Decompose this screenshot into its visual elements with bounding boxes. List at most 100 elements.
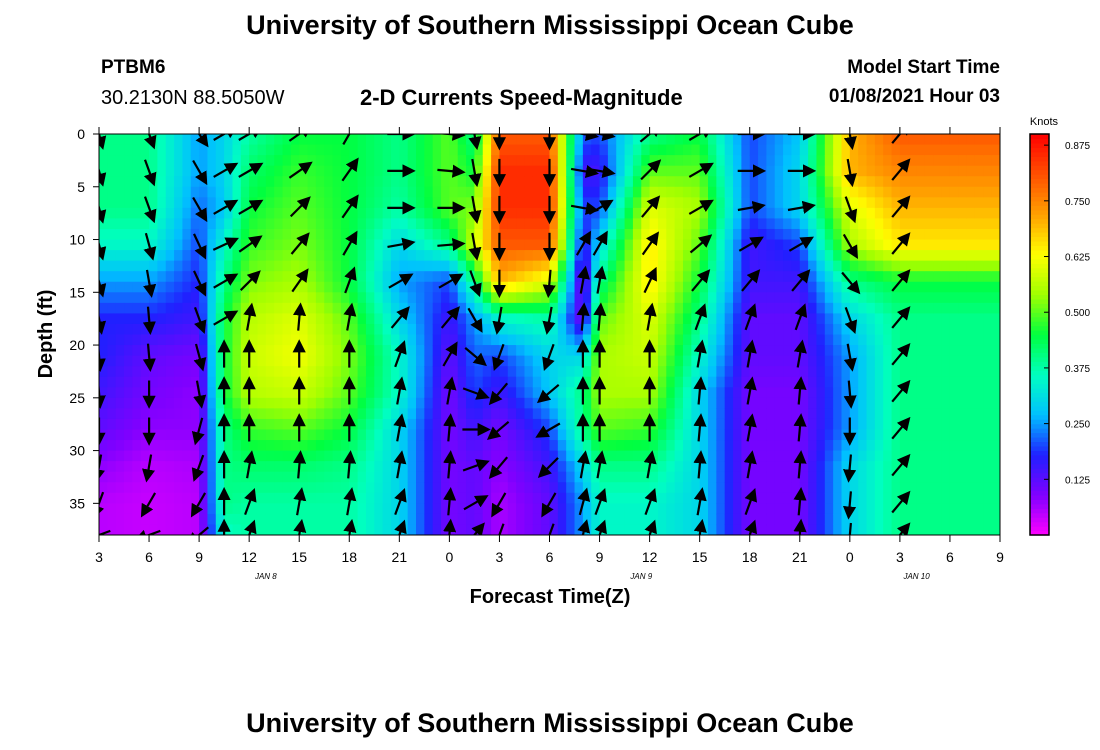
heatmap-cell [332, 134, 342, 146]
heatmap-cell [174, 408, 184, 420]
heatmap-cell [332, 165, 342, 177]
heatmap-cell [115, 355, 125, 367]
heatmap-cell [466, 366, 476, 378]
heatmap-cell [349, 334, 359, 346]
heatmap-cell [215, 197, 225, 209]
heatmap-cell [424, 155, 434, 167]
heatmap-cell [174, 524, 184, 535]
current-vector-arrow [238, 134, 264, 141]
heatmap-cell [466, 281, 476, 293]
heatmap-cell [557, 292, 567, 304]
heatmap-cell [165, 440, 175, 452]
heatmap-cell [399, 197, 409, 209]
heatmap-cell [599, 503, 609, 515]
heatmap-cell [374, 323, 384, 336]
heatmap-cell [774, 461, 784, 473]
current-vector-arrow [488, 382, 509, 406]
heatmap-cell [340, 313, 350, 325]
heatmap-cell [766, 418, 776, 431]
heatmap-cell [858, 250, 868, 262]
heatmap-cell [374, 281, 384, 293]
heatmap-cell [833, 197, 843, 209]
heatmap-cell [107, 524, 117, 535]
heatmap-cell [382, 313, 392, 325]
heatmap-cell [290, 355, 300, 367]
colorbar-tick-label: 0.250 [1065, 420, 1090, 431]
heatmap-cell [382, 418, 392, 431]
heatmap-cell [733, 271, 742, 283]
heatmap-cell [299, 334, 309, 346]
heatmap-cell [549, 345, 559, 357]
heatmap-cell [399, 429, 409, 441]
heatmap-cell [407, 134, 417, 146]
heatmap-cell [766, 207, 776, 220]
heatmap-cell [816, 302, 826, 314]
heatmap-cell [99, 228, 108, 241]
heatmap-cell [140, 387, 150, 399]
heatmap-cell [808, 440, 818, 452]
heatmap-cell [249, 186, 259, 198]
heatmap-cell [265, 334, 275, 346]
heatmap-cell [858, 471, 868, 483]
heatmap-cell [424, 461, 434, 473]
heatmap-cell [774, 271, 784, 283]
heatmap-cell [916, 503, 926, 515]
heatmap-cell [841, 207, 851, 220]
heatmap-cell [232, 292, 242, 304]
heatmap-cell [182, 397, 192, 409]
heatmap-cell [641, 239, 651, 251]
heatmap-cell [491, 345, 501, 357]
heatmap-cell [958, 461, 968, 473]
heatmap-cell [299, 186, 309, 198]
heatmap-cell [390, 503, 400, 515]
current-vector-arrow [239, 270, 261, 291]
heatmap-cell [374, 260, 384, 272]
current-vector-arrow [193, 307, 207, 335]
heatmap-cell [257, 461, 267, 473]
heatmap-cell [766, 323, 776, 336]
heatmap-cell [666, 155, 676, 167]
heatmap-cell [566, 334, 576, 346]
heatmap-cell [616, 482, 626, 494]
heatmap-cell [858, 207, 868, 220]
heatmap-cell [315, 292, 325, 304]
heatmap-cell [791, 440, 801, 452]
heatmap-cell [599, 345, 609, 357]
heatmap-cell [674, 281, 684, 293]
heatmap-cell [332, 492, 342, 504]
heatmap-cell [516, 165, 526, 177]
heatmap-cell [416, 207, 425, 220]
heatmap-cell [466, 387, 476, 399]
heatmap-cell [858, 440, 868, 452]
current-vector-arrow [143, 269, 157, 298]
heatmap-cell [499, 482, 509, 494]
heatmap-cell [249, 334, 259, 346]
heatmap-cell [165, 186, 175, 198]
heatmap-cell [716, 513, 726, 526]
heatmap-cell [824, 302, 834, 314]
heatmap-cell [265, 134, 275, 146]
heatmap-cell [107, 250, 117, 262]
heatmap-cell [507, 387, 517, 399]
heatmap-cell [816, 492, 826, 504]
heatmap-cell [858, 524, 868, 535]
heatmap-cell [816, 345, 826, 357]
heatmap-cell [616, 461, 626, 473]
heatmap-cell [974, 418, 984, 431]
heatmap-cell [641, 271, 651, 283]
heatmap-cell [974, 513, 984, 526]
heatmap-cell [874, 492, 884, 504]
heatmap-cell [657, 176, 667, 188]
heatmap-cell [324, 144, 334, 156]
heatmap-cell [207, 207, 217, 220]
colorbar-segment [1030, 281, 1049, 287]
heatmap-cell [566, 292, 576, 304]
current-vector-arrow [143, 159, 157, 187]
heatmap-cell [157, 186, 167, 198]
y-tick-label: 10 [69, 232, 85, 248]
colorbar-segment [1030, 508, 1049, 514]
heatmap-cell [124, 186, 133, 198]
heatmap-cell [708, 250, 717, 262]
heatmap-cell [174, 366, 184, 378]
heatmap-cell [874, 482, 884, 494]
